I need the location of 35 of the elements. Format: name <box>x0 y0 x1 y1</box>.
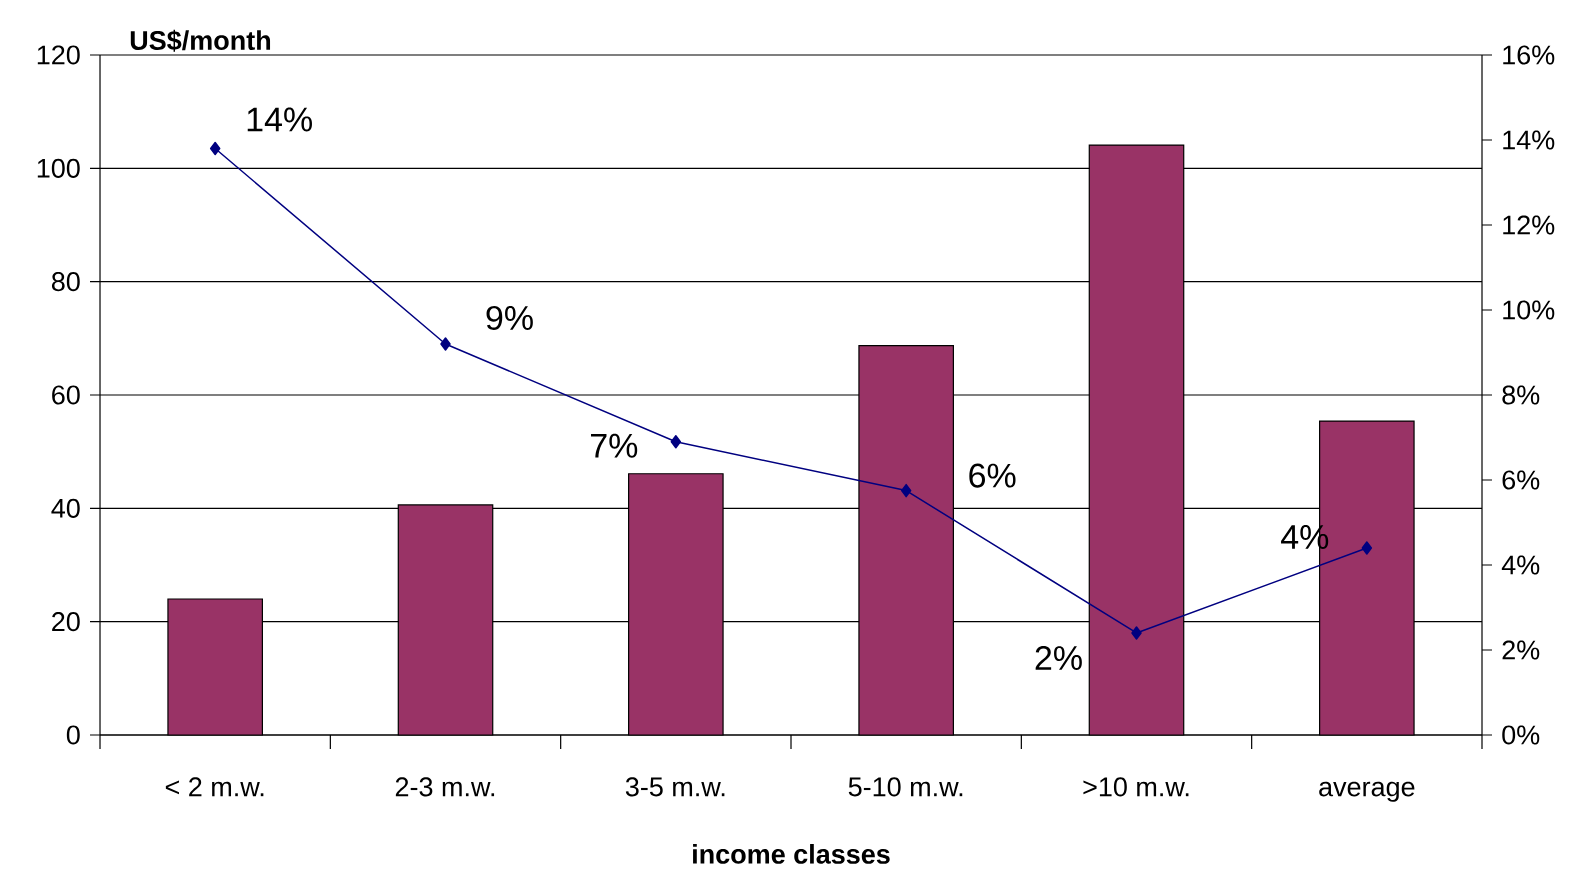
y2-tick-label: 10% <box>1503 300 1555 320</box>
y-tick-label: 40 <box>51 498 80 518</box>
data-label: 2% <box>1035 646 1082 670</box>
point <box>900 483 912 498</box>
x-tick-label: 2-3 m.w. <box>395 777 495 797</box>
point <box>1361 541 1373 555</box>
data-label: 6% <box>969 463 1016 488</box>
y2-tick-label: 14% <box>1503 130 1555 150</box>
point <box>670 434 682 449</box>
y-tick-label: 120 <box>37 45 80 65</box>
data-label: 7% <box>591 433 638 458</box>
y2-tick-label: 2% <box>1502 640 1540 660</box>
y-tick-label: 20 <box>52 612 80 632</box>
x-tick-label: 5-10 m.w. <box>848 777 963 797</box>
x-tick-label: average <box>1319 781 1415 802</box>
y2-tick-label: 16% <box>1503 45 1555 65</box>
y2-tick-label: 0% <box>1502 725 1540 745</box>
y2-tick-label: 8% <box>1502 385 1540 405</box>
y-tick-label: 100 <box>37 158 80 178</box>
y-tick-label: 80 <box>51 272 80 292</box>
y2-tick-label: 6% <box>1502 470 1540 490</box>
x-tick-label: < 2 m.w. <box>165 777 264 797</box>
data-label: 14% <box>247 107 312 132</box>
data-label: 9% <box>486 305 533 331</box>
y-axis-title: US$/month <box>130 29 271 52</box>
point <box>1131 626 1142 640</box>
point <box>440 337 451 351</box>
y2-tick-label: 4% <box>1501 555 1540 575</box>
point <box>209 141 221 156</box>
y-tick-label: 60 <box>52 385 80 405</box>
x-tick-label: 3-5 m.w. <box>625 777 725 797</box>
y-tick-label: 0 <box>66 725 80 745</box>
y2-tick-label: 12% <box>1503 215 1555 235</box>
x-axis-title: income classes <box>693 843 890 864</box>
x-tick-label: >10 m.w. <box>1083 777 1189 797</box>
